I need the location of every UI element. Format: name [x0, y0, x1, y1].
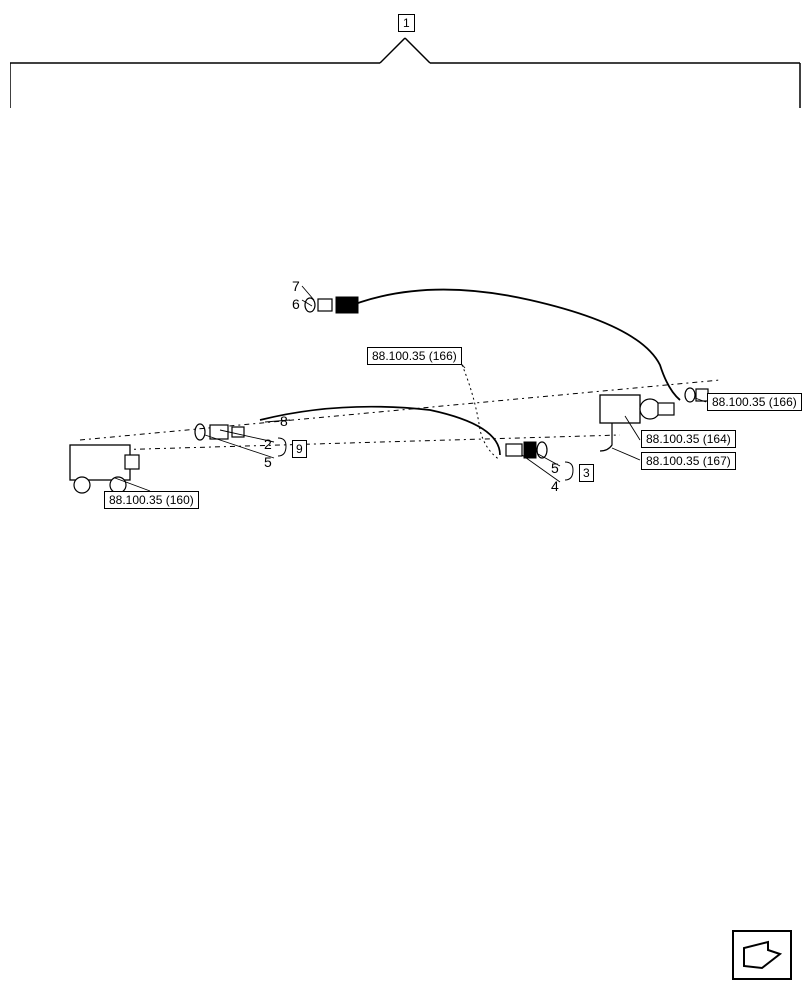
next-page-button[interactable] — [732, 930, 792, 980]
callout-4: 4 — [551, 478, 559, 494]
next-page-icon — [740, 938, 784, 972]
group-label-9: 9 — [292, 440, 307, 458]
callout-8: 8 — [280, 413, 288, 429]
ref-box-164: 88.100.35 (164) — [641, 430, 736, 448]
callout-7: 7 — [292, 278, 300, 294]
ref-box-166-top: 88.100.35 (166) — [367, 347, 462, 365]
callout-5b: 5 — [551, 460, 559, 476]
callout-6: 6 — [292, 296, 300, 312]
callout-5a: 5 — [264, 454, 272, 470]
ref-box-160: 88.100.35 (160) — [104, 491, 199, 509]
callout-2: 2 — [264, 436, 272, 452]
ref-box-166-right: 88.100.35 (166) — [707, 393, 802, 411]
group-label-3: 3 — [579, 464, 594, 482]
ref-box-167: 88.100.35 (167) — [641, 452, 736, 470]
